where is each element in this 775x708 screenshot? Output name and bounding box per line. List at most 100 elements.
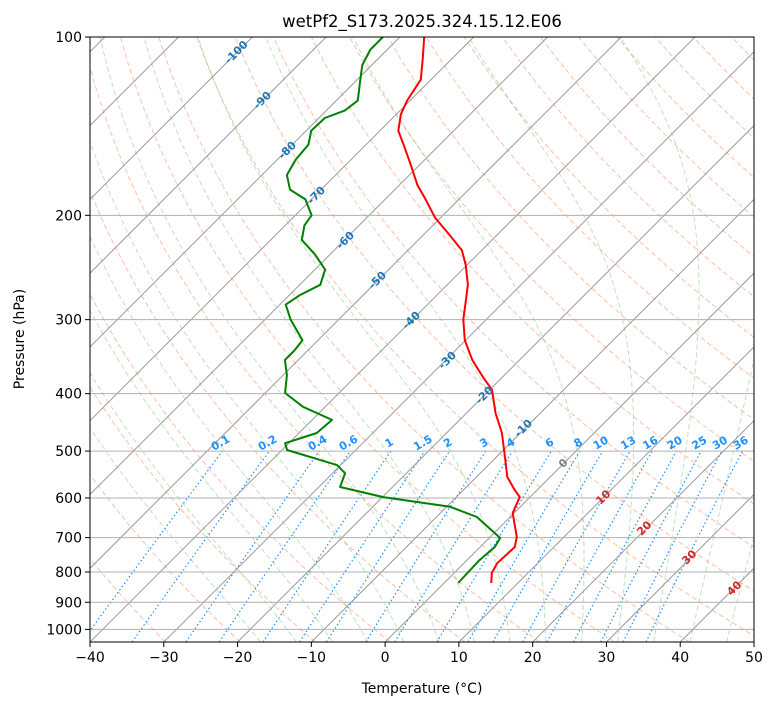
isotherm-label: 30 bbox=[679, 547, 699, 567]
moist-adiabat bbox=[90, 235, 369, 642]
y-tick-label: 600 bbox=[55, 491, 82, 507]
moist-adiabat bbox=[726, 535, 754, 642]
y-tick-label: 200 bbox=[55, 208, 82, 224]
x-tick-label: −40 bbox=[75, 650, 105, 666]
mixing-ratio-label: 16 bbox=[641, 433, 661, 452]
moist-adiabat bbox=[90, 426, 261, 642]
dry-adiabat bbox=[692, 37, 754, 100]
dewpoint-line bbox=[283, 37, 502, 584]
chart-title: wetPf2_S173.2025.324.15.12.E06 bbox=[282, 12, 562, 32]
dry-adiabat bbox=[90, 473, 241, 642]
moist-adiabat bbox=[143, 37, 475, 642]
plot-frame bbox=[89, 36, 755, 643]
isotherm-line bbox=[384, 272, 754, 642]
isotherm-line bbox=[679, 567, 754, 642]
moist-adiabat bbox=[90, 371, 297, 642]
y-tick-label: 500 bbox=[55, 444, 82, 460]
moist-adiabat bbox=[90, 309, 333, 642]
mixing-ratio-line bbox=[185, 450, 320, 642]
dry-adiabat bbox=[90, 65, 540, 642]
dry-adiabat bbox=[90, 190, 466, 642]
x-axis-label: Temperature (°C) bbox=[361, 681, 483, 697]
mixing-ratio-line bbox=[573, 450, 678, 642]
moist-adiabat bbox=[468, 37, 635, 642]
dry-adiabat bbox=[310, 37, 754, 505]
isotherm-line bbox=[606, 493, 754, 642]
mixing-ratio-line bbox=[522, 450, 631, 642]
dry-adiabat bbox=[90, 386, 316, 642]
x-tick-label: 10 bbox=[450, 650, 468, 666]
moist-adiabat bbox=[689, 356, 754, 642]
x-tick-label: 40 bbox=[671, 650, 689, 666]
isotherm-line bbox=[753, 641, 754, 642]
isotherm-line bbox=[90, 37, 696, 642]
dry-adiabat bbox=[196, 37, 754, 637]
moist-adiabat bbox=[90, 139, 405, 642]
moist-adiabat bbox=[99, 37, 440, 642]
dry-adiabat bbox=[158, 37, 690, 642]
x-tick-label: 0 bbox=[381, 650, 390, 666]
dry-adiabat bbox=[272, 37, 754, 548]
y-axis-label: Pressure (hPa) bbox=[12, 289, 28, 389]
dry-adiabat bbox=[120, 37, 615, 642]
y-tick-label: 900 bbox=[55, 595, 82, 611]
mixing-ratio-label: 36 bbox=[731, 433, 751, 452]
y-tick-label: 1000 bbox=[46, 622, 82, 638]
mixing-ratio-label: 2 bbox=[441, 435, 454, 450]
mixing-ratio-line bbox=[218, 450, 351, 642]
isotherm-line bbox=[90, 37, 548, 496]
isotherm-line bbox=[90, 37, 253, 201]
dry-adiabat bbox=[463, 37, 754, 338]
isotherm-line bbox=[237, 124, 754, 642]
x-tick-label: 30 bbox=[598, 650, 616, 666]
dry-adiabat bbox=[349, 37, 754, 463]
dry-adiabat bbox=[90, 557, 166, 642]
mixing-ratio-line bbox=[645, 450, 744, 642]
mixing-ratio-line bbox=[299, 450, 426, 642]
moist-adiabat bbox=[265, 37, 547, 642]
y-tick-label: 800 bbox=[55, 565, 82, 581]
isotherm-line bbox=[90, 37, 622, 569]
x-tick-label: −10 bbox=[297, 650, 327, 666]
mixing-ratio-line bbox=[325, 450, 451, 642]
mixing-ratio-line bbox=[546, 450, 653, 642]
isotherm-line bbox=[90, 37, 327, 274]
mixing-ratio-label: 0.6 bbox=[337, 432, 361, 453]
isotherm-label: -60 bbox=[334, 228, 357, 251]
dry-adiabat bbox=[90, 293, 391, 642]
mixing-ratio-label: 1.5 bbox=[411, 432, 434, 453]
y-tick-label: 300 bbox=[55, 313, 82, 329]
dry-adiabat bbox=[578, 37, 754, 218]
x-tick-label: 50 bbox=[745, 650, 763, 666]
mixing-ratio-label: 10 bbox=[591, 433, 611, 452]
dry-adiabat bbox=[425, 37, 754, 379]
temperature-line bbox=[397, 37, 521, 584]
x-tick-label: −30 bbox=[149, 650, 179, 666]
dry-adiabat bbox=[731, 37, 754, 61]
mixing-ratio-label: 13 bbox=[618, 434, 638, 453]
dry-adiabat bbox=[770, 37, 775, 642]
isotherm-line bbox=[458, 346, 754, 642]
mixing-ratio-label: 0.2 bbox=[256, 432, 279, 453]
y-tick-label: 400 bbox=[55, 387, 82, 403]
mixing-ratio-line bbox=[90, 450, 223, 632]
dry-adiabat bbox=[387, 37, 754, 421]
isotherm-line bbox=[90, 37, 401, 348]
background-lines bbox=[90, 37, 775, 642]
dry-adiabat bbox=[234, 37, 754, 592]
y-tick-label: 700 bbox=[55, 531, 82, 547]
isotherm-label: -10 bbox=[512, 416, 535, 439]
mixing-ratio-label: 25 bbox=[690, 434, 710, 453]
mixing-ratio-line bbox=[131, 450, 270, 642]
isotherm-line bbox=[90, 37, 475, 422]
mixing-ratio-line bbox=[262, 450, 392, 642]
x-tick-label: −20 bbox=[223, 650, 253, 666]
moist-adiabat bbox=[619, 37, 700, 642]
mixing-ratio-label: 30 bbox=[710, 433, 730, 452]
isotherm-line bbox=[532, 419, 754, 642]
mixing-ratio-label: 8 bbox=[572, 435, 585, 450]
mixing-ratio-line bbox=[394, 450, 513, 642]
isotherm-label: -30 bbox=[436, 348, 459, 371]
isotherm-line bbox=[163, 51, 754, 642]
